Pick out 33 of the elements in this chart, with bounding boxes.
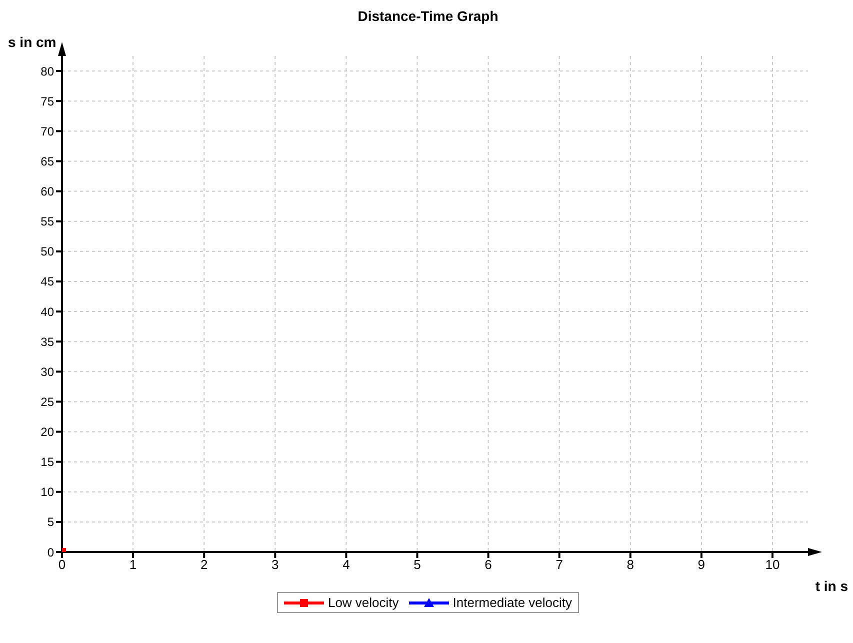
- y-tick-label: 75: [40, 94, 54, 108]
- y-tick-label: 10: [40, 485, 54, 500]
- x-tick-label: 7: [556, 557, 563, 572]
- x-tick-label: 8: [626, 557, 634, 572]
- legend-label: Intermediate velocity: [452, 595, 572, 610]
- y-tick-label: 60: [40, 184, 54, 199]
- y-tick-label: 45: [40, 274, 54, 289]
- y-tick-label: 0: [47, 545, 54, 560]
- y-tick-label: 70: [40, 124, 54, 138]
- x-tick-label: 2: [200, 557, 208, 572]
- legend-label: Low velocity: [328, 595, 399, 610]
- y-tick-label: 40: [40, 304, 54, 319]
- y-tick-label: 5: [47, 515, 54, 530]
- x-tick-label: 10: [765, 557, 780, 572]
- x-tick-label: 3: [272, 557, 279, 572]
- y-tick-label: 35: [40, 334, 54, 349]
- y-axis-title: s in cm: [8, 34, 56, 50]
- x-axis-title: t in s: [815, 578, 848, 594]
- y-tick-label: 50: [40, 244, 54, 259]
- y-tick-label: 15: [40, 455, 54, 470]
- y-tick-label: 55: [40, 214, 54, 229]
- y-tick-label: 20: [40, 425, 54, 440]
- y-tick-label: 25: [40, 394, 54, 409]
- y-tick-label: 80: [40, 64, 54, 78]
- x-tick-label: 0: [58, 557, 66, 572]
- y-tick-label: 30: [40, 364, 54, 379]
- x-tick-label: 1: [129, 557, 137, 572]
- x-tick-label: 6: [484, 557, 492, 572]
- x-tick-label: 5: [414, 557, 421, 572]
- chart-title: Distance-Time Graph: [356, 8, 500, 24]
- x-tick-label: 4: [342, 557, 350, 572]
- y-tick-label: 65: [40, 154, 54, 168]
- x-tick-label: 9: [698, 557, 706, 572]
